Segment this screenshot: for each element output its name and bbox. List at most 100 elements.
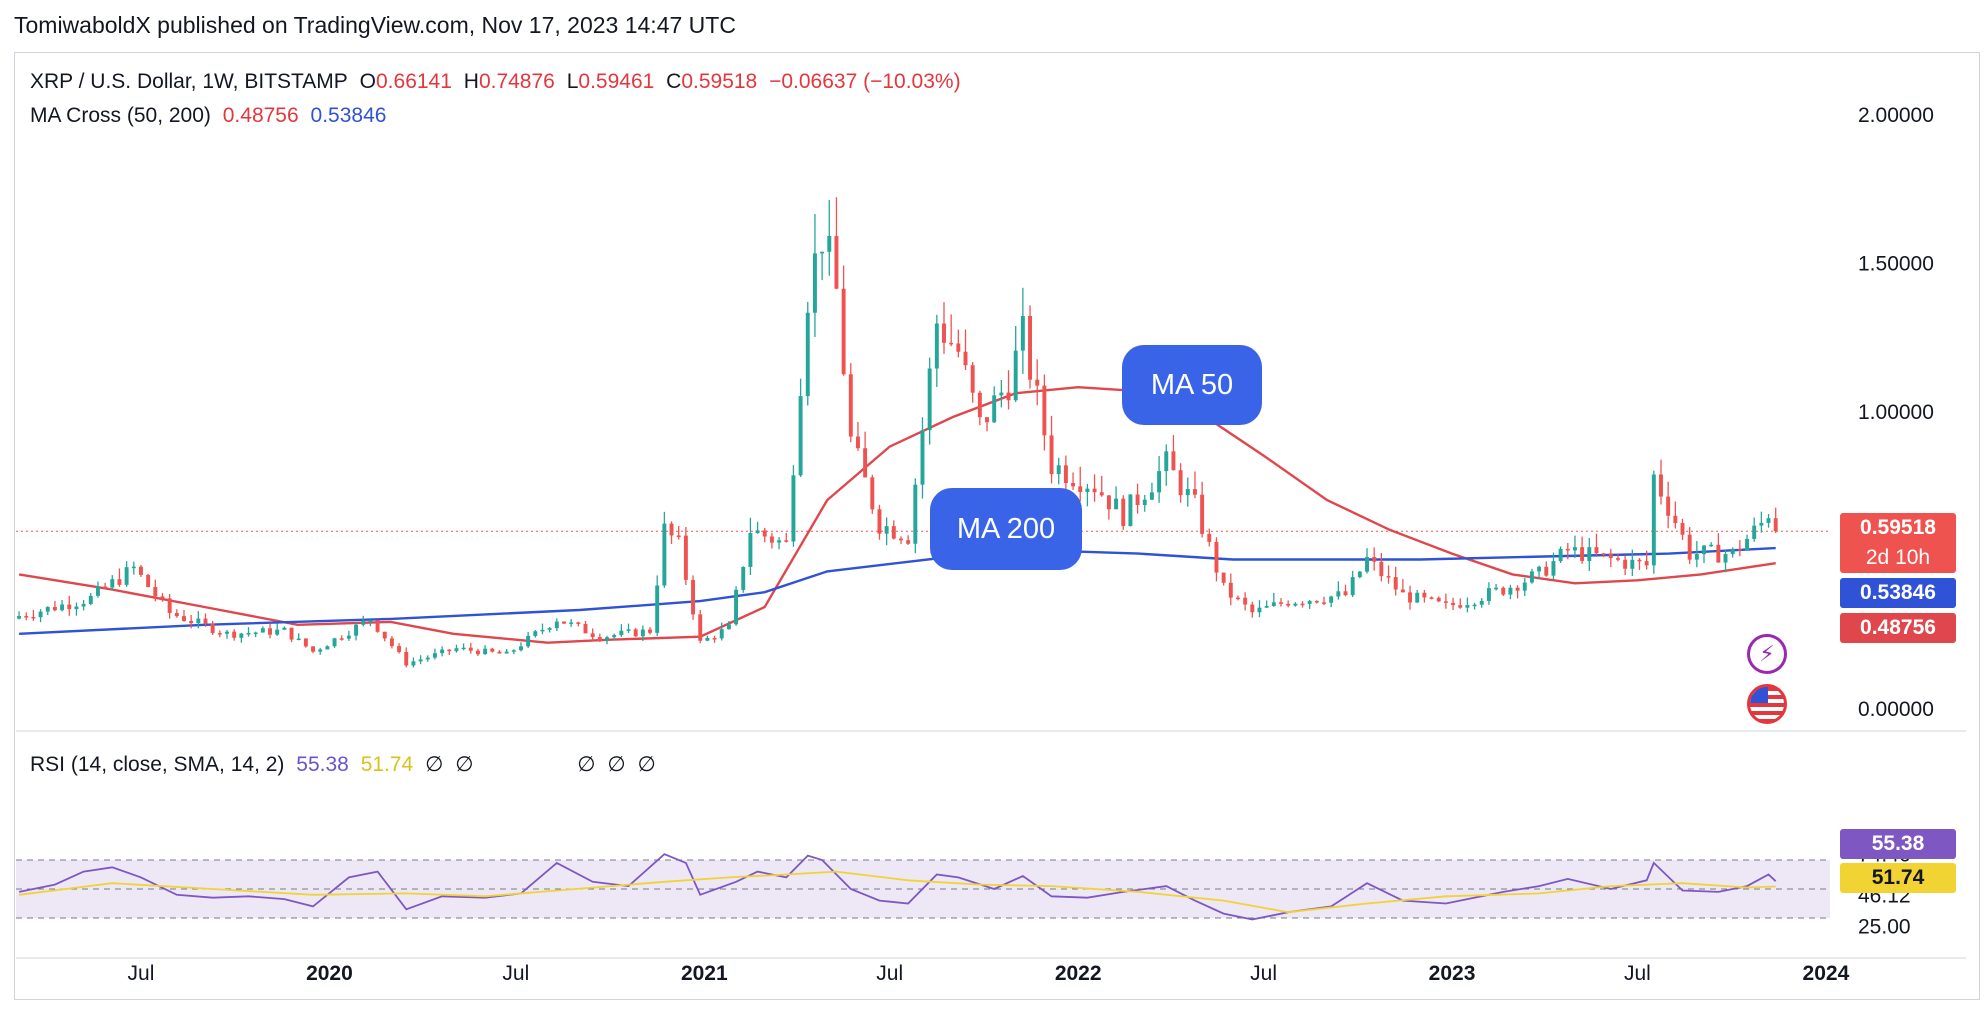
candle-body	[583, 623, 588, 634]
rsi-legend: RSI (14, close, SMA, 14, 2) 55.38 51.74 …	[30, 752, 662, 777]
ma-cross-label[interactable]: MA Cross (50, 200)	[30, 104, 211, 127]
candle-body	[131, 566, 136, 569]
candle-body	[110, 579, 115, 588]
na-glyph: ∅	[607, 753, 626, 776]
candle-body	[1644, 561, 1649, 566]
candle-body	[1329, 596, 1334, 603]
candle-body	[1723, 554, 1728, 563]
candle-body	[540, 629, 545, 632]
candle-body	[418, 659, 423, 662]
candle-body	[769, 536, 774, 543]
candle-body	[1128, 494, 1133, 527]
na-glyph: ∅	[637, 753, 656, 776]
candle-body	[827, 236, 832, 252]
candle-body	[784, 540, 789, 542]
candle-body	[103, 586, 108, 588]
candle-body	[683, 535, 688, 580]
na-glyph: ∅	[425, 753, 444, 776]
candle-body	[855, 436, 860, 449]
candle-body	[985, 417, 989, 423]
candle-body	[1357, 571, 1362, 578]
us-flag-icon[interactable]	[1747, 684, 1787, 724]
candle-body	[504, 651, 509, 654]
time-axis-tick: 2023	[1429, 962, 1476, 985]
time-axis-tick: Jul	[876, 962, 903, 985]
last-price-tag: 0.59518	[1840, 513, 1956, 543]
candle-body	[397, 646, 402, 652]
candle-body	[906, 540, 911, 544]
candle-body	[332, 638, 337, 647]
candle-body	[1336, 591, 1341, 597]
symbol-label[interactable]: XRP / U.S. Dollar, 1W, BITSTAMP	[30, 70, 348, 93]
candle-body	[31, 617, 36, 619]
candle-body	[475, 650, 480, 655]
candle-body	[963, 351, 968, 366]
candle-body	[1465, 605, 1470, 608]
candle-body	[38, 611, 43, 618]
candle-body	[605, 637, 609, 641]
candle-body	[468, 647, 473, 651]
candle-body	[518, 646, 523, 651]
rsi-label[interactable]: RSI (14, close, SMA, 14, 2)	[30, 753, 285, 776]
rsi-line	[18, 853, 1777, 921]
candle-body	[1694, 554, 1699, 560]
candle-body	[511, 650, 516, 652]
candle-body	[189, 620, 194, 624]
candle-body	[490, 648, 495, 652]
candle-body	[526, 635, 531, 647]
candle-body	[447, 649, 452, 652]
candle-body	[1028, 315, 1033, 380]
candle-body	[1486, 588, 1491, 601]
candle-body	[282, 627, 287, 630]
candle-body	[117, 579, 122, 585]
candle-body	[246, 633, 251, 635]
candle-body	[88, 595, 93, 604]
countdown-tag: 2d 10h	[1840, 543, 1956, 573]
candle-body	[1350, 577, 1355, 596]
axis-layer: 2.00000 1.50000 1.00000 0.00000 Jul 2020 Jul 20…	[128, 104, 1934, 985]
candle-body	[734, 589, 739, 625]
candle-body	[1443, 601, 1448, 603]
candle-body	[1243, 597, 1248, 605]
publisher-line: TomiwaboldX published on TradingView.com…	[14, 12, 736, 38]
lightning-icon[interactable]: ⚡	[1747, 634, 1787, 674]
candle-body	[432, 653, 437, 658]
ma200-value: 0.53846	[310, 104, 387, 127]
candle-body	[1035, 379, 1040, 386]
candle-body	[1630, 559, 1635, 569]
candle-body	[1085, 488, 1090, 492]
ma50-price-tag: 0.48756	[1840, 613, 1956, 643]
candle-body	[95, 586, 100, 596]
ma50-line	[18, 385, 1776, 644]
ma50-value: 0.48756	[222, 104, 299, 127]
candle-body	[777, 540, 782, 543]
candle-body	[619, 630, 624, 636]
ma50-annotation[interactable]: MA 50	[1122, 345, 1262, 425]
candle-body	[1544, 566, 1549, 576]
candle-body	[1709, 544, 1714, 547]
candle-body	[346, 635, 351, 639]
candle-body	[992, 395, 997, 423]
candle-body	[590, 633, 595, 638]
candle-body	[339, 638, 344, 640]
candle-body	[74, 606, 79, 610]
candle-body	[1702, 545, 1706, 555]
candle-body	[726, 624, 731, 630]
ma200-annotation[interactable]: MA 200	[930, 488, 1082, 570]
candle-body	[1099, 492, 1104, 496]
candle-body	[1529, 571, 1534, 583]
candle-body	[1071, 482, 1076, 487]
candle-body	[1365, 557, 1369, 572]
candle-body	[1651, 474, 1656, 566]
candle-body	[1558, 548, 1563, 562]
candle-body	[354, 624, 359, 636]
time-axis-tick: 2022	[1055, 962, 1102, 985]
candle-body	[562, 621, 566, 624]
time-axis-tick: 2021	[681, 962, 728, 985]
candle-body	[239, 633, 244, 638]
candle-body	[1121, 498, 1126, 527]
chart-frame	[14, 52, 1980, 1000]
candle-body	[920, 430, 925, 485]
candle-body	[1666, 496, 1671, 516]
